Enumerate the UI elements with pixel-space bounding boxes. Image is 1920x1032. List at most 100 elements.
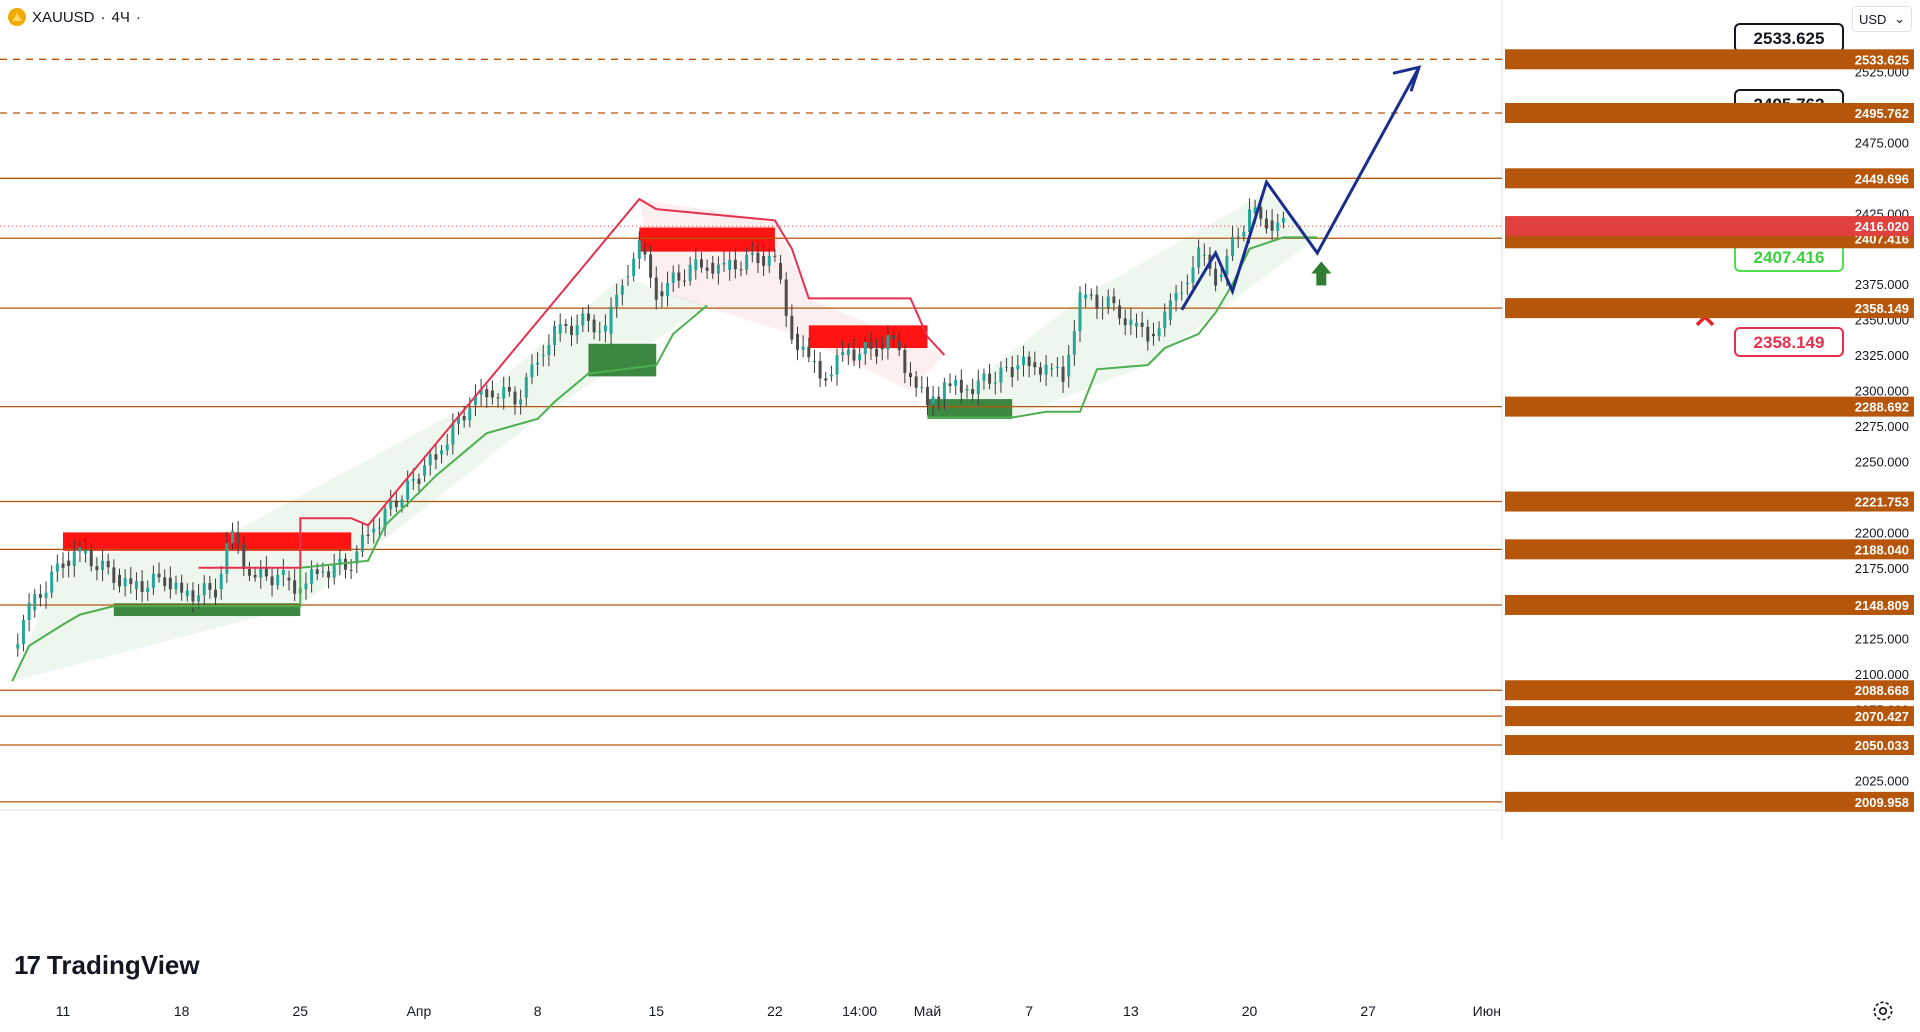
candle-body <box>688 264 692 281</box>
candle-body <box>496 397 500 399</box>
level-price-tag-label: 2495.762 <box>1855 106 1909 121</box>
candle-body <box>1067 354 1071 377</box>
time-axis: 11 18 25 Апр 8 15 22 14:00 Май 7 13 20 27 Июн <box>56 1003 1501 1019</box>
candle-body <box>434 454 438 460</box>
candle-body <box>976 380 980 395</box>
candle-body <box>948 383 952 386</box>
candle-body <box>1281 217 1285 223</box>
candle-body <box>1135 322 1138 327</box>
currency-selector[interactable]: USD ⌄ <box>1852 6 1912 32</box>
candle-body <box>897 340 901 350</box>
candle-body <box>1236 236 1240 238</box>
candle-body <box>1253 207 1257 214</box>
level-price-tag-label: 2148.809 <box>1855 598 1909 613</box>
candle-body <box>807 346 811 358</box>
candle-body <box>451 423 455 445</box>
candle-body <box>281 569 285 575</box>
candles <box>16 195 1285 657</box>
level-price-tag-label: 2088.668 <box>1855 683 1909 698</box>
candle-body <box>140 581 144 593</box>
candle-body <box>118 574 121 587</box>
candle-body <box>242 543 246 570</box>
settings-gear-icon[interactable] <box>1870 998 1896 1024</box>
candle-body <box>394 500 398 508</box>
candle-body <box>1005 367 1009 369</box>
candle-body <box>55 563 59 572</box>
candle-body <box>558 324 562 334</box>
candle-body <box>971 389 975 395</box>
callout-box <box>1734 327 1844 357</box>
candle-body <box>835 354 839 375</box>
candle-body <box>1219 274 1223 278</box>
candle-body <box>982 373 986 381</box>
candle-body <box>988 373 992 384</box>
candle-body <box>547 344 551 355</box>
candle-body <box>1016 365 1020 370</box>
candle-body <box>892 335 896 340</box>
candle-body <box>479 389 483 396</box>
candle-body <box>829 374 833 377</box>
price-tick-label: 2475.000 <box>1855 135 1909 150</box>
candle-body <box>846 349 850 356</box>
candle-body <box>694 259 698 271</box>
level-price-tag-label: 2533.625 <box>1855 52 1909 67</box>
time-tick-label: 13 <box>1123 1003 1139 1019</box>
candle-body <box>338 558 342 565</box>
candle-body <box>259 567 263 578</box>
candle-body <box>151 573 155 588</box>
candle-body <box>67 560 71 567</box>
candle-body <box>716 264 720 274</box>
candle-body <box>95 566 99 571</box>
header-separator: · <box>100 8 106 26</box>
candle-body <box>225 543 229 574</box>
candle-body <box>315 569 319 575</box>
candle-body <box>773 255 777 257</box>
candle-body <box>1146 326 1150 342</box>
grid <box>0 0 1503 840</box>
candle-body <box>626 276 630 278</box>
candle-body <box>1174 293 1178 301</box>
level-price-tag-label: 2449.696 <box>1855 171 1909 186</box>
candle-body <box>801 346 805 350</box>
header-separator-2: · <box>135 8 141 26</box>
candle-body <box>739 269 743 271</box>
candle-body <box>1033 362 1037 368</box>
tradingview-logo[interactable]: 17 TradingView <box>14 950 200 981</box>
candle-body <box>72 551 76 567</box>
candle-body <box>406 480 410 500</box>
candle-body <box>615 294 619 307</box>
candle-body <box>592 319 596 333</box>
symbol-header[interactable]: XAUUSD · 4Ч · <box>8 8 141 26</box>
candle-body <box>1151 333 1155 337</box>
time-tick-label: Май <box>914 1003 941 1019</box>
candle-body <box>264 567 268 577</box>
candle-body <box>683 280 686 282</box>
candle-body <box>598 331 602 333</box>
bull-fill <box>12 277 708 682</box>
candle-body <box>756 252 760 264</box>
candle-body <box>705 267 709 271</box>
candle-body <box>530 364 534 378</box>
candle-body <box>1123 318 1127 326</box>
candle-body <box>101 560 105 571</box>
candle-body <box>304 583 308 590</box>
candle-body <box>440 450 444 455</box>
candle-body <box>462 416 466 421</box>
current-price-label: 2416.020 <box>1855 219 1909 234</box>
candle-body <box>78 547 82 552</box>
level-price-tag-label: 2358.149 <box>1855 301 1909 316</box>
candle-body <box>954 379 958 386</box>
candle-body <box>564 324 568 326</box>
candle-body <box>377 527 381 529</box>
price-tick-label: 2375.000 <box>1855 277 1909 292</box>
candle-body <box>457 416 460 424</box>
candle-body <box>490 390 494 398</box>
candle-body <box>841 351 845 355</box>
candle-body <box>423 465 427 476</box>
candle-body <box>993 382 997 384</box>
candle-body <box>231 530 234 544</box>
current-price-tag <box>1505 216 1914 237</box>
candle-body <box>603 325 607 332</box>
level-price-tag <box>1505 102 1914 123</box>
